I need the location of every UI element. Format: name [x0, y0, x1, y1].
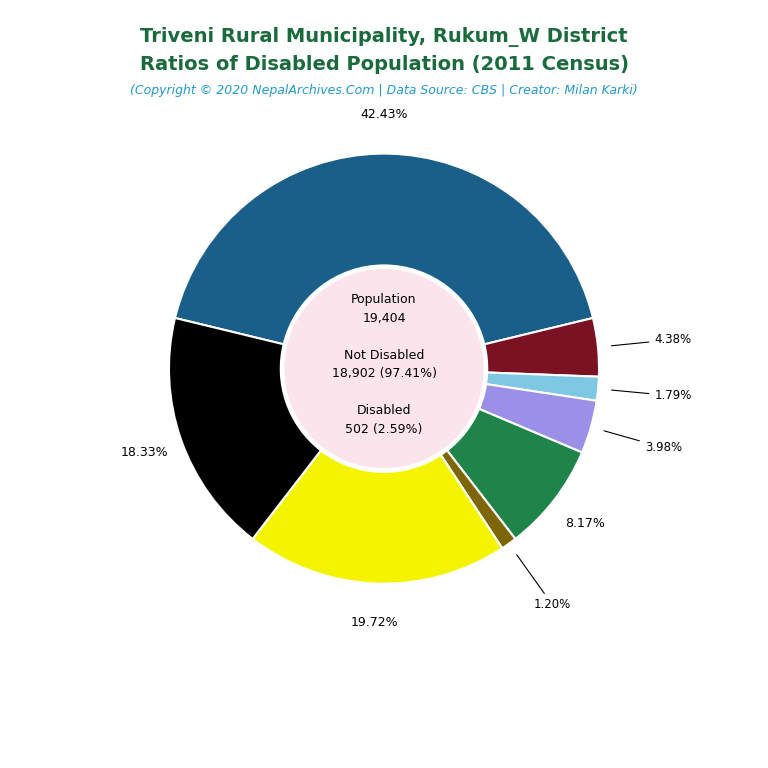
Text: (Copyright © 2020 NepalArchives.Com | Data Source: CBS | Creator: Milan Karki): (Copyright © 2020 NepalArchives.Com | Da…: [130, 84, 638, 97]
Wedge shape: [175, 154, 593, 344]
Text: 4.38%: 4.38%: [611, 333, 691, 346]
Wedge shape: [253, 450, 502, 584]
Text: 1.20%: 1.20%: [517, 554, 571, 611]
Text: 19.72%: 19.72%: [351, 616, 399, 629]
Wedge shape: [169, 318, 321, 539]
Text: 3.98%: 3.98%: [604, 431, 682, 454]
Text: 8.17%: 8.17%: [565, 517, 605, 530]
Wedge shape: [486, 372, 599, 401]
Text: Population
19,404

Not Disabled
18,902 (97.41%)

Disabled
502 (2.59%): Population 19,404 Not Disabled 18,902 (9…: [332, 293, 436, 435]
Wedge shape: [441, 450, 515, 548]
Text: Ratios of Disabled Population (2011 Census): Ratios of Disabled Population (2011 Cens…: [140, 55, 628, 74]
Text: 18.33%: 18.33%: [121, 446, 168, 459]
Text: Triveni Rural Municipality, Rukum_W District: Triveni Rural Municipality, Rukum_W Dist…: [141, 27, 627, 47]
Wedge shape: [447, 409, 582, 539]
Text: 1.79%: 1.79%: [611, 389, 692, 402]
Wedge shape: [485, 318, 599, 377]
Wedge shape: [479, 384, 597, 452]
Circle shape: [285, 270, 483, 468]
Text: 42.43%: 42.43%: [360, 108, 408, 121]
